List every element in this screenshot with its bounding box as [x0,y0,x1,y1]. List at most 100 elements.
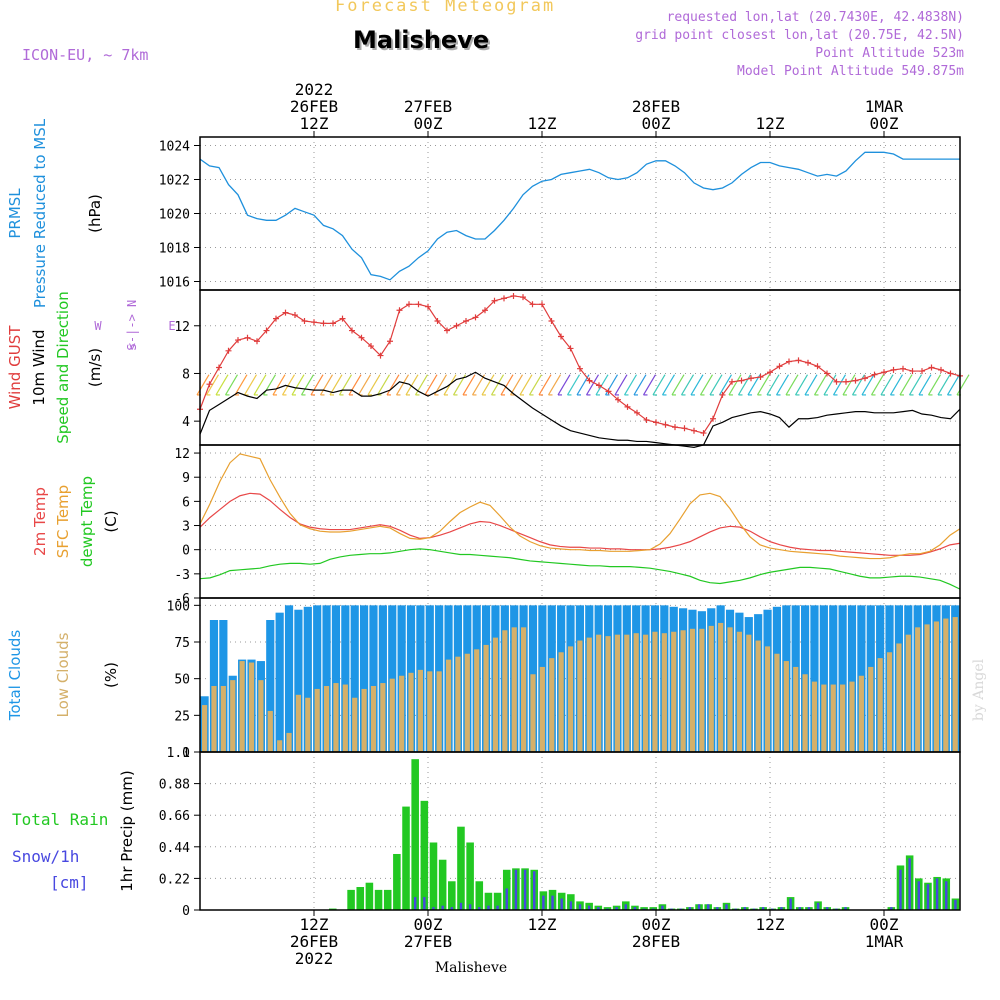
snow-bar [413,897,417,910]
total-cloud-bar [331,605,341,752]
gust-marker [643,416,650,423]
rain-bar [356,887,365,910]
gust-marker [928,364,935,371]
wind-direction-arrow [234,374,248,396]
ytick-label: 1018 [159,242,190,257]
low-cloud-bar [596,634,602,752]
bottom-time-label: 27FEB [404,932,452,951]
low-cloud-bar [248,662,255,752]
rain-bar [475,881,484,910]
snow-bar [624,904,627,910]
wind-direction-arrow [813,374,828,396]
gust-marker [377,352,384,359]
rain-bar [374,889,383,910]
ytick-label: 50 [174,673,190,688]
total-cloud-bar [322,605,331,752]
wind-direction-arrow [215,374,229,396]
y-axis-title: Total Clouds [6,630,24,722]
gust-marker [434,318,441,324]
sfc-temp-line [199,453,961,560]
wind-direction-arrow [471,374,486,396]
low-cloud-bar [521,627,527,752]
snow-bar [807,907,811,910]
wind-direction-arrow [709,374,723,396]
rain-bar [383,889,392,910]
gust-marker [691,427,697,434]
gust-marker [586,377,593,384]
wind-direction-arrow [794,374,809,396]
gust-marker [710,415,716,422]
wind-direction-arrow [519,374,533,396]
gust-marker [729,378,735,385]
low-cloud-bar [746,634,752,752]
low-cloud-bar [295,694,302,752]
snow-bar [578,904,582,910]
bottom-time-label: 12Z [300,915,329,934]
gust-marker [919,368,925,375]
rain-bar [448,881,456,910]
gust-marker [814,363,821,370]
rain-bar [438,859,447,910]
wind-direction-arrow [386,374,400,396]
ytick-label: 12 [174,447,190,462]
wind-direction-arrow [880,374,894,396]
y-axis-title: (m/s) [86,348,104,387]
credit-watermark: by Angel [971,658,987,721]
gust-marker [738,377,745,384]
y-axis-title: SFC Temp [54,485,72,558]
low-cloud-bar [830,684,836,752]
wind-direction-arrow [243,374,258,396]
wind-direction-arrow [699,374,714,396]
total-cloud-bar [294,609,303,752]
wind-direction-arrow [376,374,391,396]
gust-marker [320,320,327,327]
low-cloud-bar [924,624,930,752]
snow-bar [633,907,637,910]
snow-bar [432,907,435,910]
low-cloud-bar [445,659,452,752]
low-cloud-bar [408,672,414,752]
wind-direction-arrow [889,374,904,396]
rain-bar [466,842,474,910]
wind-direction-arrow [671,374,685,396]
wind-direction-arrow [500,374,514,396]
ytick-label: 4 [182,415,190,430]
gust-marker [795,357,802,364]
wind-direction-arrow [509,374,524,396]
gust-marker [624,403,631,410]
compass-north-arrow: <-|-> N [125,300,139,351]
total-cloud-bar [284,605,294,752]
low-cloud-bar [764,646,771,752]
gust-marker [358,334,365,341]
ytick-label: 1.1 [167,746,190,761]
snow-bar [478,907,481,910]
low-cloud-bar [427,671,433,752]
snow-bar [569,901,573,910]
wind-direction-arrow [766,374,780,396]
gust-marker [225,347,232,354]
low-cloud-bar [868,666,874,752]
low-cloud-bar [821,684,827,752]
wind-direction-arrow [395,374,410,396]
gust-marker [415,301,422,308]
ytick-label: 1016 [159,276,190,291]
low-cloud-bar [530,674,536,752]
gust-marker [472,314,479,321]
rain-bar [649,907,658,910]
snow-bar [560,898,563,910]
gust-marker [843,378,849,385]
total-cloud-bar [388,605,397,752]
low-cloud-bar [680,630,686,752]
bottom-time-label: 12Z [528,915,557,934]
wind-direction-arrow [690,374,704,396]
ytick-label: -6 [174,592,190,607]
wind-direction-arrow [310,374,324,396]
y-axis-title: Wind GUST [6,325,24,410]
low-cloud-bar [539,666,545,752]
top-time-label: 00Z [642,114,671,133]
wind-direction-arrow [785,374,799,396]
gust-marker [871,371,878,378]
low-cloud-bar [633,633,639,752]
rain-bar [493,892,502,910]
ytick-label: 100 [167,599,190,614]
